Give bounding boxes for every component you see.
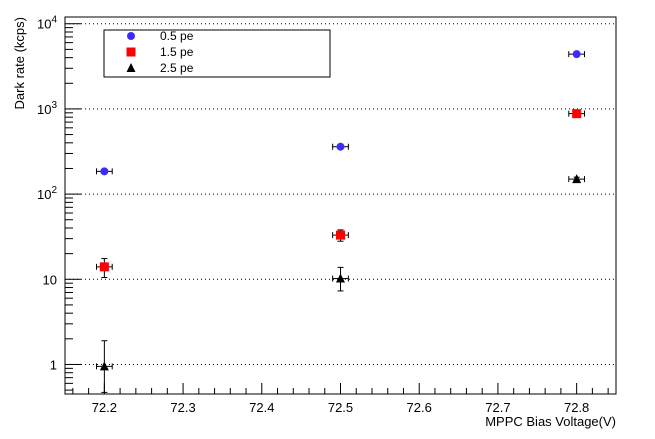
legend-label: 1.5 pe (160, 45, 194, 59)
legend-label: 2.5 pe (160, 61, 194, 75)
data-point (572, 174, 582, 184)
legend-marker (126, 63, 136, 72)
y-tick-label: 104 (37, 15, 57, 32)
data-point (99, 262, 109, 272)
y-tick-label: 102 (37, 185, 57, 202)
data-point (572, 109, 582, 119)
x-tick-label: 72.7 (485, 400, 510, 415)
data-point (99, 361, 109, 371)
series-square (95, 109, 586, 278)
y-axis-title: Dark rate (kcps) (12, 17, 27, 109)
x-tick-label: 72.6 (407, 400, 432, 415)
data-point (336, 273, 345, 283)
legend-box (103, 29, 331, 78)
axis-ticks (65, 23, 609, 394)
tick-labels: 72.2 72.3 72.4 72.5 72.6 72.7 72.8 1 10 102 103 104 (37, 15, 589, 415)
legend-label: 0.5 pe (160, 29, 194, 43)
y-tick-label: 10 (43, 272, 57, 287)
data-point (572, 50, 581, 59)
legend-marker (126, 47, 136, 57)
legend-marker (127, 32, 135, 40)
series-circle (95, 50, 586, 176)
legend: 0.5 pe 1.5 pe 2.5 pe (103, 29, 331, 78)
x-tick-label: 72.4 (249, 400, 274, 415)
y-tick-label: 1 (50, 357, 57, 372)
series-triangle (95, 174, 586, 393)
x-tick-label: 72.8 (564, 400, 589, 415)
x-tick-label: 72.2 (92, 400, 117, 415)
x-tick-label: 72.5 (328, 400, 353, 415)
data-point (336, 142, 345, 151)
data-series (95, 50, 586, 393)
x-axis-title: MPPC Bias Voltage(V) (485, 414, 616, 429)
x-tick-label: 72.3 (170, 400, 195, 415)
data-point (336, 230, 345, 240)
data-point (100, 167, 109, 176)
y-tick-label: 103 (37, 100, 57, 117)
